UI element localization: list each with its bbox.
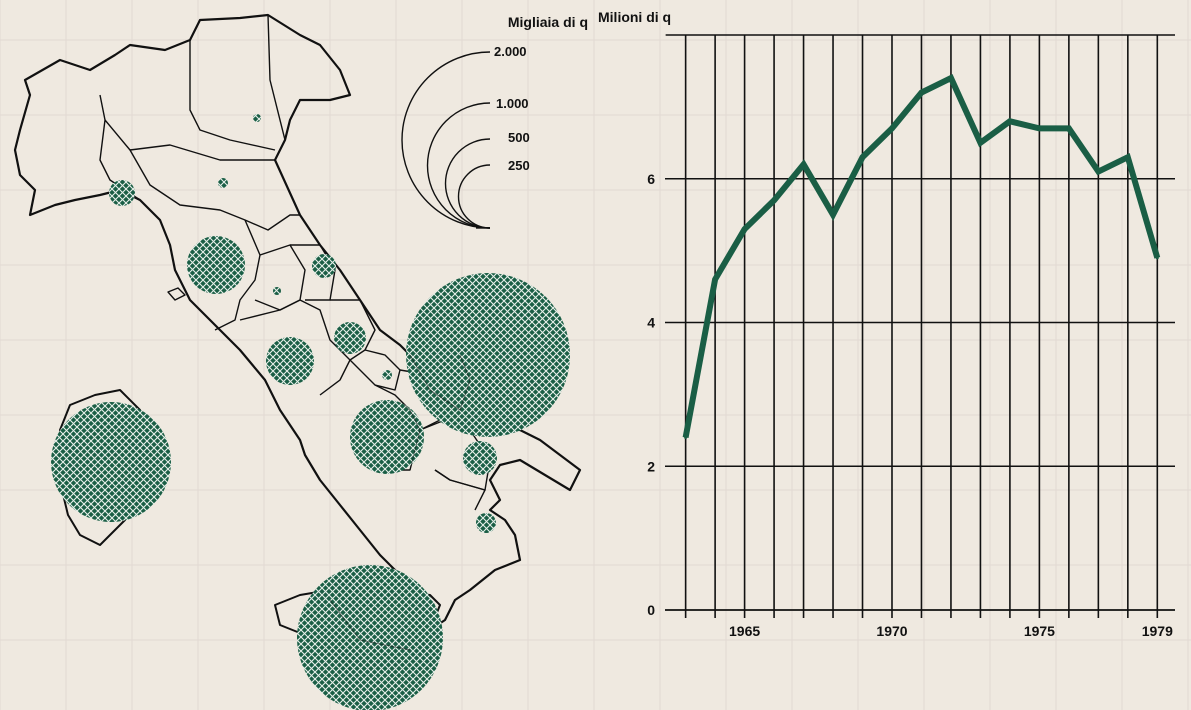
x-tick-label-1979: 1979	[1142, 623, 1173, 639]
legend-label-2000: 2.000	[494, 44, 527, 59]
legend-arcs	[401, 51, 491, 229]
circle-molise	[382, 370, 392, 380]
data-point-1979	[1155, 256, 1159, 260]
x-tick-label-1965: 1965	[729, 623, 760, 639]
data-point-1971	[919, 91, 923, 94]
circle-veneto	[253, 114, 261, 122]
data-point-1964	[713, 277, 717, 281]
data-point-1974	[1008, 119, 1012, 123]
legend-arc-2000	[401, 51, 491, 229]
x-tick-label-1970: 1970	[876, 623, 907, 639]
x-tick-labels: 1965 1970 1975 1979	[729, 623, 1173, 639]
data-point-1976	[1067, 126, 1071, 130]
data-point-1973	[978, 141, 982, 145]
border-lombardia	[189, 40, 276, 151]
data-point-1975	[1037, 126, 1041, 130]
border-toscana	[214, 219, 261, 331]
mainland-outline	[13, 13, 582, 632]
data-point-1967	[802, 162, 806, 166]
border-emilia	[129, 144, 275, 161]
circle-umbria	[273, 287, 281, 295]
border-lazio	[239, 299, 351, 396]
border-veneto	[267, 14, 286, 141]
circle-emilia	[218, 178, 228, 188]
italy-map: Migliaia di q 2.000 1.000 500 250	[13, 13, 588, 710]
legend-label-250: 250	[508, 158, 530, 173]
data-point-1977	[1096, 170, 1100, 174]
legend-label-1000: 1.000	[496, 96, 529, 111]
legend-arc-500	[444, 138, 491, 229]
legend-arc-250	[457, 164, 491, 229]
border-molise	[364, 349, 401, 391]
circle-toscana	[187, 236, 245, 294]
circle-lazio	[266, 337, 314, 385]
region-borders-overlay	[329, 354, 471, 651]
border-calabria	[434, 469, 486, 511]
circle-puglia	[406, 273, 570, 437]
horizontal-gridlines	[665, 177, 1175, 611]
data-point-1969	[861, 155, 865, 159]
y-tick-labels: 0 2 4 6	[647, 171, 655, 618]
circle-campania	[350, 400, 424, 474]
legend-label-500: 500	[508, 130, 530, 145]
circle-sicilia	[297, 565, 443, 710]
circle-abruzzo	[334, 322, 366, 354]
data-point-1966	[772, 198, 776, 202]
production-circles	[51, 114, 570, 710]
map-legend-title: Migliaia di q	[508, 14, 588, 30]
circle-liguria	[109, 180, 135, 206]
line-chart: Milioni di q 0 2 4 6 1965 1970 1975 1979	[598, 9, 1175, 639]
data-point-1978	[1126, 155, 1130, 159]
border-umbria	[254, 244, 306, 311]
circle-sardegna	[51, 402, 171, 522]
data-point-1965	[743, 227, 747, 231]
data-point-1970	[890, 126, 894, 130]
data-point-1963	[684, 436, 688, 439]
y-tick-label-0: 0	[647, 602, 655, 618]
map-legend: Migliaia di q 2.000 1.000 500 250	[401, 14, 588, 229]
legend-arc-1000	[426, 102, 491, 229]
circle-basilicata	[463, 441, 497, 475]
y-axis-label: Milioni di q	[598, 9, 671, 25]
border-north	[104, 119, 300, 231]
y-tick-label-4: 4	[647, 315, 655, 331]
y-tick-label-2: 2	[647, 458, 655, 474]
x-tick-label-1975: 1975	[1024, 623, 1055, 639]
series-line-group	[682, 74, 1161, 439]
data-point-1972	[949, 76, 953, 80]
circle-calabria	[476, 513, 496, 533]
border-abruzzo	[330, 299, 376, 361]
data-point-1968	[831, 213, 835, 217]
circle-marche	[312, 254, 336, 278]
y-tick-label-6: 6	[647, 171, 655, 187]
vertical-gridlines	[665, 34, 1175, 618]
elba-outline	[167, 287, 186, 301]
